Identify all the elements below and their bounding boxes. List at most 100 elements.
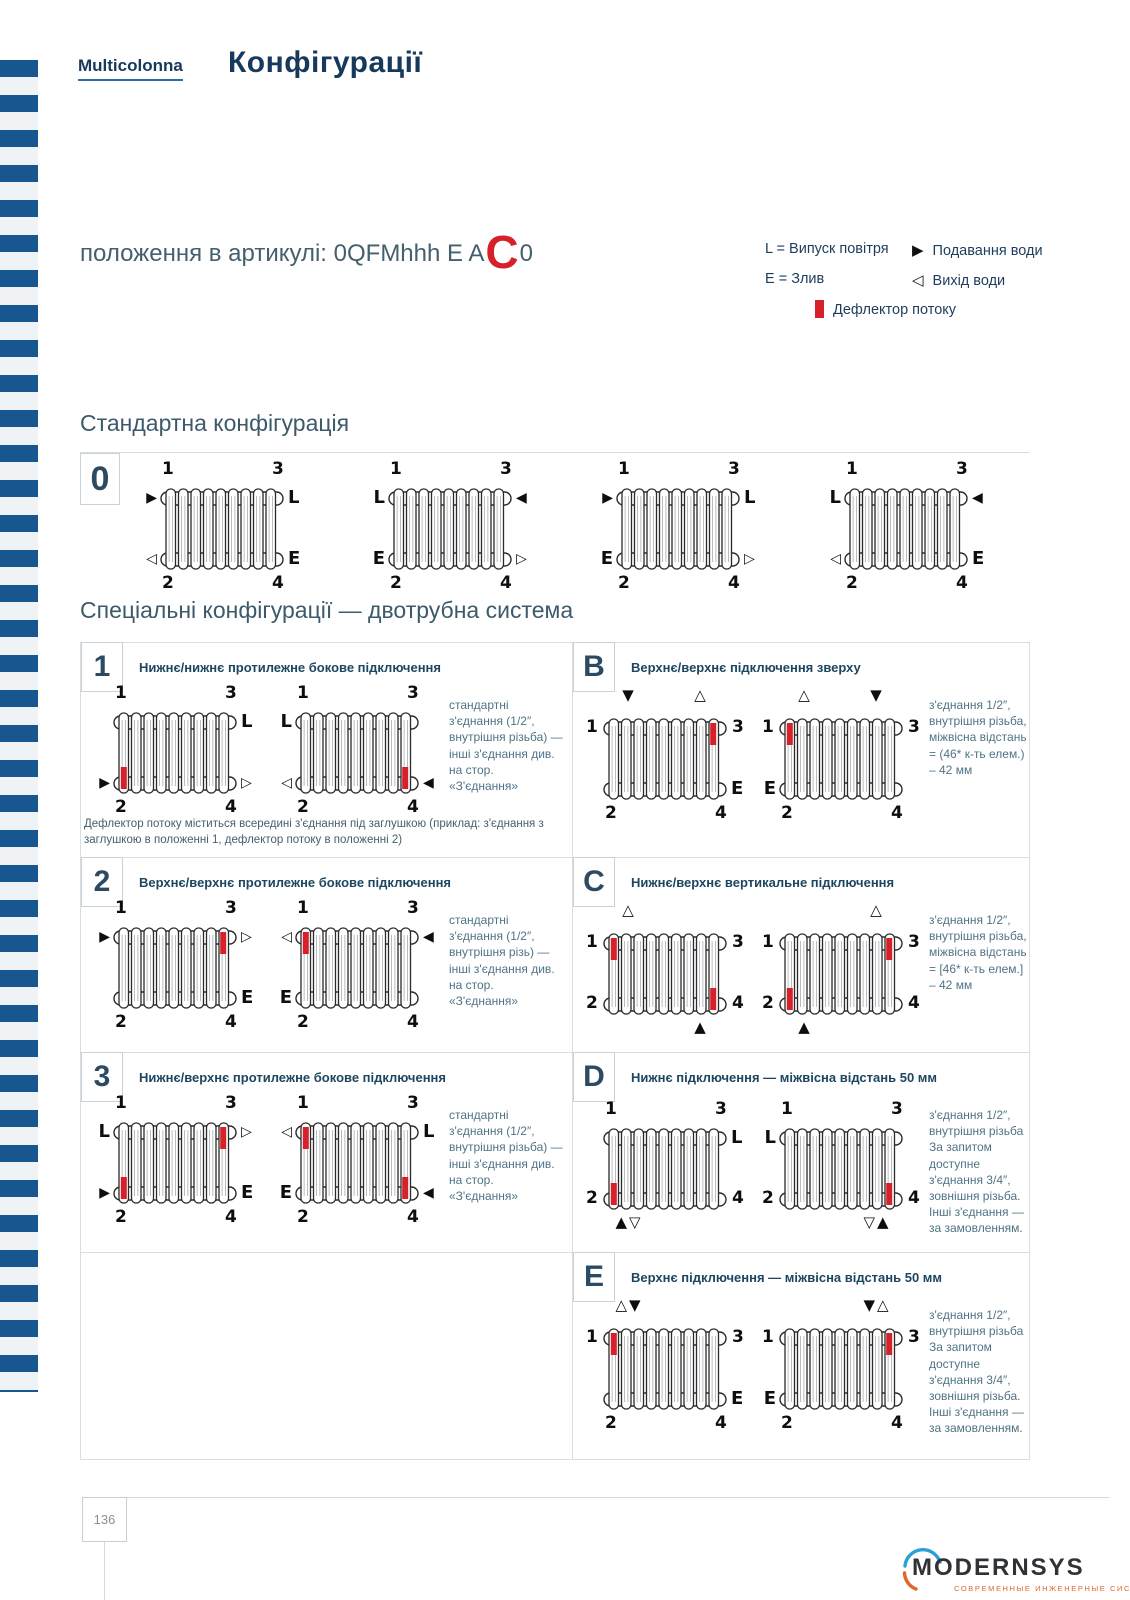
- radiator-body: [113, 712, 237, 794]
- config-badge-3: 3: [81, 1052, 123, 1102]
- air-vent-label: L: [280, 711, 292, 732]
- corner-number: 1: [390, 459, 402, 479]
- air-vent-label: L: [764, 1127, 776, 1148]
- page-title: Конфігурації: [228, 46, 423, 79]
- flow-arrow-icon: ◁: [281, 1124, 292, 1140]
- corner-number: 2: [586, 993, 598, 1013]
- drain-label: E: [763, 778, 776, 799]
- brand-logo: Multicolonna: [78, 56, 183, 81]
- corner-number: 3: [500, 459, 512, 479]
- corner-number: 3: [407, 683, 419, 703]
- radiator-diagram: 1 3 2 4 ◁ ◀ E: [271, 894, 443, 1040]
- config-title: Верхнє/верхнє підключення зверху: [631, 660, 861, 675]
- flow-arrow-icon: ▼: [870, 686, 884, 704]
- corner-number: 4: [732, 1188, 744, 1208]
- air-vent-label: L: [731, 1127, 743, 1148]
- corner-number: 4: [891, 803, 903, 823]
- flow-deflector-icon: [220, 932, 227, 954]
- corner-number: 4: [728, 573, 740, 593]
- flow-arrow-icon: ▶: [146, 490, 157, 506]
- diagrams-row: 1 3 2 4 L ▲▽ 1 3 2 4 L ▽▲: [579, 1095, 927, 1241]
- corner-number: 3: [908, 1327, 920, 1347]
- air-vent-label: L: [241, 711, 253, 732]
- corner-number: 2: [297, 1012, 309, 1032]
- standard-config-panel: 0 1 3 2 4 ▶ L ◁ E 1 3 2 4 L ◀ E ▷ 1 3 2 4 ▶ L E ▷ 1 3 2 4 L ◀ ◁ E: [80, 452, 1030, 592]
- corner-number: 2: [781, 1413, 793, 1433]
- corner-number: 2: [297, 1207, 309, 1227]
- config-badge-2: 2: [81, 857, 123, 907]
- corner-number: 4: [715, 1413, 727, 1433]
- corner-number: 1: [115, 683, 127, 703]
- corner-number: 1: [586, 932, 598, 952]
- config-badge-0: 0: [80, 453, 120, 505]
- config-title: Нижнє/верхнє вертикальне підключення: [631, 875, 895, 890]
- corner-number: 1: [297, 1093, 309, 1113]
- flow-arrow-icon: ▷: [241, 775, 252, 791]
- corner-number: 2: [586, 1188, 598, 1208]
- config-badge-C: C: [573, 857, 615, 907]
- config-badge-1: 1: [81, 642, 123, 692]
- legend-outlet: ◁ Вихід води: [912, 271, 1005, 289]
- flow-arrow-icon: △▼: [615, 1296, 643, 1314]
- corner-number: 2: [846, 573, 858, 593]
- legend-deflector-label: Дефлектор потоку: [833, 302, 957, 318]
- drain-label: E: [972, 548, 985, 569]
- flow-deflector-icon: [402, 1177, 409, 1199]
- diagrams-row: 1 3 2 4 E △▼ 1 3 2 4 E ▼△: [579, 1295, 927, 1441]
- flow-deflector-icon: [710, 723, 717, 745]
- radiator-body: [779, 718, 903, 800]
- connection-note: з'єднання 1/2″, внутрішня різьба За запи…: [929, 1308, 1024, 1436]
- diagrams-row: 1 3 2 4 △ ▲ 1 3 2 4 △ ▲: [579, 900, 927, 1046]
- corner-number: 3: [407, 898, 419, 918]
- flow-arrow-icon: ▶: [99, 1185, 110, 1201]
- flow-arrow-icon: ◀: [516, 490, 527, 506]
- radiator-diagram: 1 3 2 4 L ▲▽: [579, 1095, 751, 1241]
- corner-number: 3: [908, 932, 920, 952]
- corner-number: 1: [781, 1099, 793, 1119]
- flow-deflector-icon: [610, 938, 617, 960]
- corner-number: 1: [162, 459, 174, 479]
- radiator-diagram: 1 3 2 4 L ▽▲: [755, 1095, 927, 1241]
- drain-label: E: [600, 548, 613, 569]
- drain-label: E: [731, 778, 744, 799]
- config-cell-C: C Нижнє/верхнє вертикальне підключення 1 3 2…: [572, 857, 1030, 1052]
- radiator-body: [113, 1122, 237, 1204]
- flow-arrow-icon: ◀: [972, 490, 983, 506]
- config-cell-B: B Верхнє/верхнє підключення зверху 1 3 2 4 E ▼ △…: [572, 642, 1030, 857]
- radiator-body: [844, 488, 968, 570]
- radiator-body: [113, 927, 237, 1009]
- corner-number: 4: [407, 797, 419, 817]
- legend-outlet-label: Вихід води: [932, 273, 1006, 289]
- footer-rule: [82, 1497, 1110, 1498]
- corner-number: 3: [891, 1099, 903, 1119]
- outlet-arrow-icon: ◁: [912, 271, 924, 289]
- drain-label: E: [763, 1388, 776, 1409]
- corner-number: 4: [225, 1207, 237, 1227]
- page-number: 136: [82, 1497, 127, 1542]
- corner-number: 1: [618, 459, 630, 479]
- drain-label: E: [241, 1182, 254, 1203]
- air-vent-label: L: [829, 487, 841, 508]
- radiator-body: [603, 1128, 727, 1210]
- flow-arrow-icon: △: [870, 901, 884, 919]
- logo-arc-icon: [902, 1548, 942, 1591]
- flow-deflector-icon: [610, 1183, 617, 1205]
- standard-diagrams-row: 1 3 2 4 ▶ L ◁ E 1 3 2 4 L ◀ E ▷ 1 3 2 4 ▶ L E ▷ 1 3 2 4 L ◀ ◁ E: [136, 455, 992, 601]
- flow-arrow-icon: ▲: [694, 1018, 708, 1036]
- corner-number: 1: [762, 932, 774, 952]
- corner-number: 2: [605, 803, 617, 823]
- corner-number: 2: [162, 573, 174, 593]
- flow-arrow-icon: ◀: [423, 1185, 434, 1201]
- config-title: Нижнє/нижнє протилежне бокове підключенн…: [139, 660, 441, 675]
- drain-label: E: [241, 987, 254, 1008]
- legend-air-vent: L = Випуск повітря: [765, 241, 889, 257]
- corner-number: 4: [407, 1012, 419, 1032]
- flow-arrow-icon: ▷: [516, 551, 527, 567]
- flow-deflector-icon: [302, 932, 309, 954]
- corner-number: 3: [732, 1327, 744, 1347]
- corner-number: 3: [732, 932, 744, 952]
- corner-number: 4: [225, 797, 237, 817]
